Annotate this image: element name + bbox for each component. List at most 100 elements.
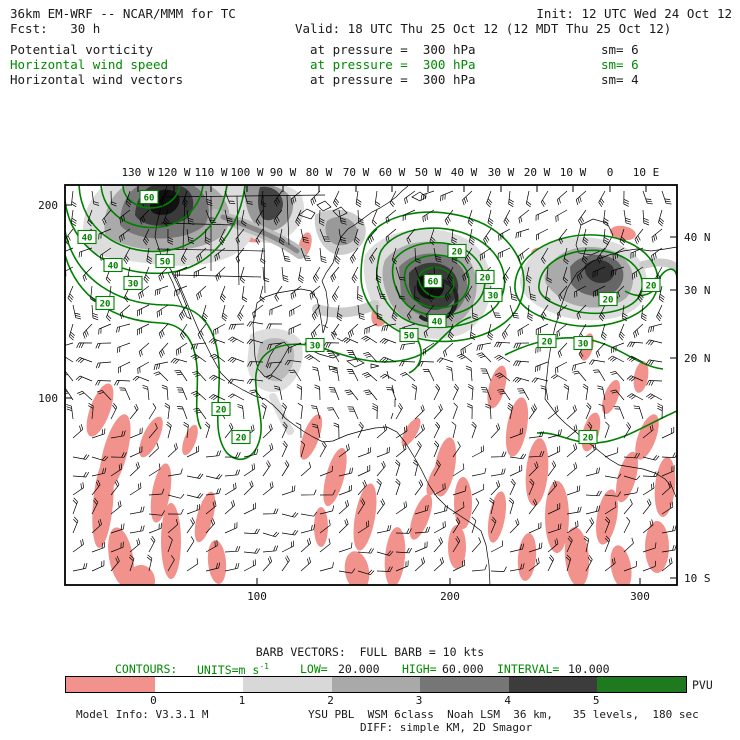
wind-barb: [119, 304, 131, 319]
wind-barb: [604, 421, 610, 439]
wind-barb: [651, 247, 663, 262]
wind-barb: [110, 541, 124, 553]
wind-barb: [90, 285, 96, 303]
wind-barb: [91, 467, 107, 477]
wind-barb: [598, 403, 606, 420]
wind-barb: [433, 383, 441, 401]
contour-label-value: 20: [646, 282, 657, 292]
wind-barb: [136, 304, 150, 317]
wind-barb: [262, 545, 279, 553]
wind-barb: [208, 394, 226, 401]
wind-barb: [186, 228, 195, 244]
wind-barb: [480, 368, 492, 382]
top-axis-label: 80 W: [306, 166, 333, 179]
wind-barb: [364, 323, 378, 335]
wind-barb: [338, 499, 350, 515]
wind-barb: [497, 388, 511, 401]
wind-barb: [376, 525, 392, 534]
wind-barb: [468, 228, 475, 246]
wind-barb: [566, 424, 578, 439]
contour-label-box: [537, 333, 557, 349]
wind-barb: [518, 247, 530, 262]
wind-barb: [525, 190, 532, 208]
wind-barb: [380, 373, 397, 382]
wind-barb: [633, 323, 644, 339]
wind-barb: [221, 304, 228, 322]
wind-barb: [604, 491, 622, 497]
wind-barb: [604, 501, 617, 515]
contour-label-value: 20: [100, 300, 111, 310]
wind-barb: [528, 522, 542, 534]
wind-barb: [528, 431, 544, 439]
wind-barb: [545, 285, 551, 303]
wind-barb: [610, 389, 625, 401]
wind-barb: [333, 422, 340, 439]
wind-barb: [148, 463, 161, 477]
wind-barb: [235, 247, 245, 264]
pv-colorbar: [65, 676, 687, 693]
wind-barb: [412, 459, 419, 477]
wind-barb: [167, 519, 179, 534]
wind-barb: [447, 304, 455, 322]
wind-barb: [331, 366, 340, 382]
wind-barb: [469, 323, 476, 341]
wind-barb: [661, 557, 673, 572]
wind-barb: [262, 266, 270, 283]
wind-barb: [555, 209, 568, 223]
wind-barb: [309, 285, 321, 300]
wind-barb: [497, 247, 511, 259]
wind-barb: [528, 498, 538, 515]
wind-barb: [137, 361, 150, 374]
wind-barb: [550, 374, 568, 382]
wind-barb: [208, 374, 226, 382]
wind-barb: [243, 502, 257, 515]
wind-barb: [129, 403, 139, 420]
field2-pressure: at pressure = 300 hPa: [310, 57, 476, 72]
wind-barb: [136, 323, 150, 336]
wind-barb: [274, 190, 283, 207]
wind-barb: [224, 469, 241, 477]
top-axis-label: 10 E: [633, 166, 660, 179]
wind-barb: [296, 384, 303, 401]
wind-barb: [148, 535, 156, 553]
wind-barb: [357, 569, 375, 576]
wind-barb: [281, 247, 291, 263]
wind-barb: [604, 557, 616, 572]
wind-barb: [547, 429, 562, 439]
wind-barb: [451, 228, 458, 246]
wind-barb: [215, 266, 226, 282]
wind-barb: [433, 440, 440, 458]
wind-barb: [588, 359, 606, 365]
wind-barb: [138, 342, 150, 357]
contour-label-box: [139, 189, 159, 205]
contour-label-box: [578, 429, 598, 445]
wind-barb: [166, 421, 172, 439]
model-info-label: Model Info: V3.3.1 M: [76, 708, 209, 721]
wind-barb: [451, 421, 457, 439]
wind-barb: [319, 247, 327, 264]
wind-barb: [158, 323, 169, 339]
wind-barb: [205, 209, 217, 223]
wind-barb: [98, 323, 112, 335]
wind-barb: [281, 421, 288, 439]
wind-barb: [494, 354, 511, 363]
wind-barb: [494, 372, 511, 382]
wind-barb: [72, 482, 85, 496]
wind-barb: [246, 378, 264, 385]
wind-barb: [528, 557, 540, 572]
wind-barb: [116, 342, 131, 353]
wind-barb: [243, 548, 261, 554]
contour-label-value: 40: [432, 318, 443, 328]
wind-barb: [346, 349, 359, 363]
wind-barb: [262, 460, 271, 477]
wind-barb: [528, 478, 535, 496]
wind-barb: [490, 304, 502, 318]
wind-barb: [259, 285, 265, 303]
wind-barb: [375, 266, 382, 283]
wind-barb: [440, 190, 454, 202]
contour-label-box: [399, 327, 419, 343]
wind-barb: [300, 556, 312, 572]
wind-barb: [471, 564, 488, 572]
wind-barb: [174, 266, 188, 279]
wind-barb: [509, 453, 527, 460]
